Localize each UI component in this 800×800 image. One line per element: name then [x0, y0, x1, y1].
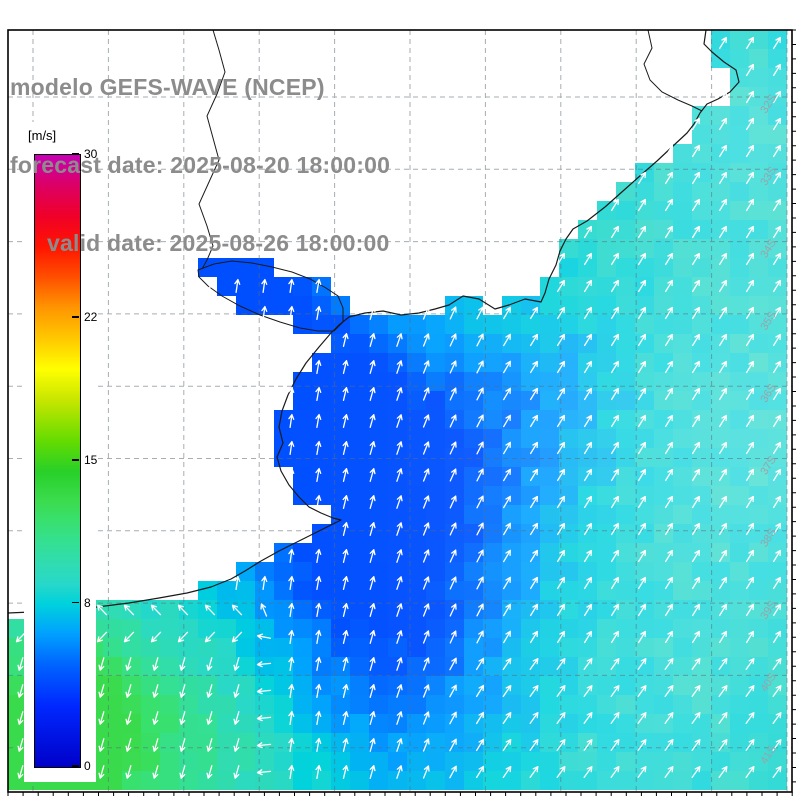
colorbar-tick-mark [72, 153, 79, 155]
river-line [198, 29, 226, 270]
colorbar-tick-mark [72, 459, 79, 461]
colorbar-tick-mark [72, 601, 79, 604]
forecast-date: forecast date: 2025-08-20 18:00:00 [10, 152, 391, 178]
river-line [643, 29, 703, 112]
colorbar-tick-label: 22 [84, 310, 98, 325]
colorbar-tick-label: 15 [84, 453, 98, 467]
colorbar-tick-label: 30 [84, 147, 98, 161]
wind-arrows [15, 36, 782, 780]
colorbar-tick-mark [72, 765, 79, 767]
colorbar-panel: [m/s] 30 22 15 8 0 [24, 122, 97, 782]
colorbar-unit-label: [m/s] [28, 128, 57, 143]
coastline [7, 29, 740, 614]
colorbar-tick-label: 8 [84, 595, 91, 610]
model-name: modelo GEFS-WAVE (NCEP) [10, 74, 325, 100]
map-title: modelo GEFS-WAVE (NCEP) forecast date: 2… [10, 22, 390, 308]
colorbar-tick-mark [72, 316, 79, 318]
valid-date: valid date: 2025-08-26 18:00:00 [47, 230, 390, 256]
axis-ticks [7, 29, 796, 796]
colorbar-tick-label: 0 [84, 759, 91, 773]
colorbar-gradient [34, 154, 81, 768]
estuary-outline [197, 260, 344, 332]
